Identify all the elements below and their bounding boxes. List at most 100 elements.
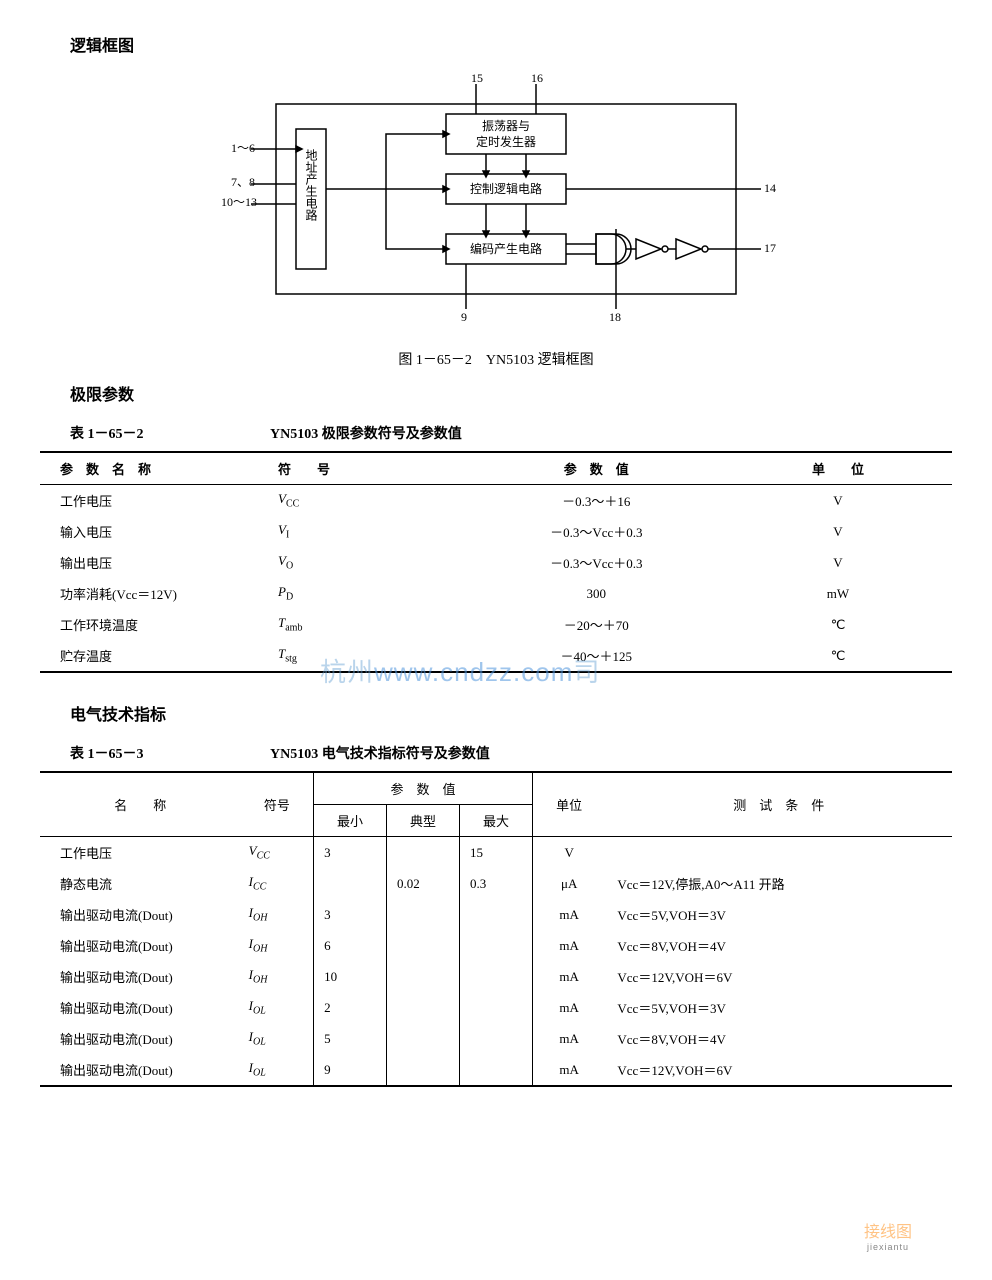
cell-typ bbox=[387, 992, 460, 1023]
cell-val: －0.3～Vcc＋0.3 bbox=[469, 516, 724, 547]
cell-unit: mW bbox=[724, 578, 952, 609]
cell-sym: IOH bbox=[241, 930, 314, 961]
cell-cond: Vcc＝12V,VOH＝6V bbox=[605, 961, 952, 992]
limits-table: 参 数 名 称 符 号 参 数 值 单 位 工作电压VCC－0.3～＋16V输入… bbox=[40, 451, 952, 673]
cell-val: －0.3～＋16 bbox=[469, 485, 724, 517]
cell-cond: Vcc＝5V,VOH＝3V bbox=[605, 992, 952, 1023]
table1-heading: 表 1－65－2 YN5103 极限参数符号及参数值 bbox=[40, 423, 952, 443]
cell-min: 9 bbox=[314, 1054, 387, 1086]
cell-name: 工作电压 bbox=[40, 837, 241, 869]
table2-heading: 表 1－65－3 YN5103 电气技术指标符号及参数值 bbox=[40, 743, 952, 763]
cell-unit: V bbox=[724, 516, 952, 547]
section-title-limits: 极限参数 bbox=[70, 381, 952, 405]
cell-min: 5 bbox=[314, 1023, 387, 1054]
section-title-electrical: 电气技术指标 bbox=[70, 701, 952, 725]
t2-h-min: 最小 bbox=[314, 805, 387, 837]
pin-14: 14 bbox=[764, 181, 776, 195]
logic-block-diagram: 1～6 7、8 10～13 15 16 14 17 9 18 地址产生电路 振荡… bbox=[40, 74, 952, 329]
t2-h-name: 名 称 bbox=[40, 772, 241, 837]
cell-typ bbox=[387, 961, 460, 992]
cell-sym: IOH bbox=[241, 961, 314, 992]
cell-name: 输出电压 bbox=[40, 547, 268, 578]
table-row: 输出驱动电流(Dout)IOL9mAVcc＝12V,VOH＝6V bbox=[40, 1054, 952, 1086]
watermark-corner: 接线图 jiexiantu bbox=[864, 1218, 912, 1252]
cell-name: 功率消耗(Vcc＝12V) bbox=[40, 578, 268, 609]
t1-h-name: 参 数 名 称 bbox=[40, 452, 268, 485]
cell-cond: Vcc＝8V,VOH＝4V bbox=[605, 1023, 952, 1054]
cell-name: 输出驱动电流(Dout) bbox=[40, 992, 241, 1023]
cell-name: 贮存温度 bbox=[40, 640, 268, 672]
cell-unit: mA bbox=[532, 930, 605, 961]
t1-h-sym: 符 号 bbox=[268, 452, 469, 485]
cell-sym: IOL bbox=[241, 1054, 314, 1086]
t2-h-unit: 单位 bbox=[532, 772, 605, 837]
cell-name: 输出驱动电流(Dout) bbox=[40, 930, 241, 961]
block-osc-1: 振荡器与 bbox=[482, 119, 530, 133]
cell-max bbox=[459, 1054, 532, 1086]
cell-min: 3 bbox=[314, 899, 387, 930]
cell-unit: mA bbox=[532, 1023, 605, 1054]
t2-h-sym: 符号 bbox=[241, 772, 314, 837]
table-row: 工作环境温度Tamb－20～＋70℃ bbox=[40, 609, 952, 640]
cell-min: 3 bbox=[314, 837, 387, 869]
cell-cond: Vcc＝5V,VOH＝3V bbox=[605, 899, 952, 930]
table-row: 静态电流ICC0.020.3μAVcc＝12V,停振,A0～A11 开路 bbox=[40, 868, 952, 899]
section-title-logic: 逻辑框图 bbox=[70, 32, 952, 56]
pin-7-8: 7、8 bbox=[231, 175, 255, 189]
table2-title: YN5103 电气技术指标符号及参数值 bbox=[270, 743, 952, 763]
cell-unit: mA bbox=[532, 992, 605, 1023]
table-row: 输出电压VO－0.3～Vcc＋0.3V bbox=[40, 547, 952, 578]
cell-sym: VCC bbox=[268, 485, 469, 517]
cell-sym: IOL bbox=[241, 1023, 314, 1054]
table1-number: 表 1－65－2 bbox=[70, 423, 270, 443]
cell-unit: mA bbox=[532, 899, 605, 930]
cell-name: 工作环境温度 bbox=[40, 609, 268, 640]
cell-val: －0.3～Vcc＋0.3 bbox=[469, 547, 724, 578]
table-row: 输出驱动电流(Dout)IOH10mAVcc＝12V,VOH＝6V bbox=[40, 961, 952, 992]
t1-h-val: 参 数 值 bbox=[469, 452, 724, 485]
t2-h-valgroup: 参 数 值 bbox=[314, 772, 533, 805]
cell-cond: Vcc＝8V,VOH＝4V bbox=[605, 930, 952, 961]
block-osc-2: 定时发生器 bbox=[476, 134, 536, 149]
cell-val: －40～＋125 bbox=[469, 640, 724, 672]
cell-sym: IOL bbox=[241, 992, 314, 1023]
cell-typ: 0.02 bbox=[387, 868, 460, 899]
table-row: 工作电压VCC－0.3～＋16V bbox=[40, 485, 952, 517]
cell-sym: ICC bbox=[241, 868, 314, 899]
table-row: 功率消耗(Vcc＝12V)PD300mW bbox=[40, 578, 952, 609]
cell-sym: Tamb bbox=[268, 609, 469, 640]
cell-max: 15 bbox=[459, 837, 532, 869]
pin-1-6: 1～6 bbox=[231, 141, 255, 155]
block-ctrl: 控制逻辑电路 bbox=[470, 181, 542, 196]
cell-max bbox=[459, 1023, 532, 1054]
cell-max bbox=[459, 899, 532, 930]
cell-max bbox=[459, 930, 532, 961]
cell-unit: mA bbox=[532, 961, 605, 992]
diagram-caption: 图 1－65－2 YN5103 逻辑框图 bbox=[40, 349, 952, 369]
cell-min: 6 bbox=[314, 930, 387, 961]
cell-unit: V bbox=[724, 547, 952, 578]
cell-unit: mA bbox=[532, 1054, 605, 1086]
table-row: 输出驱动电流(Dout)IOL5mAVcc＝8V,VOH＝4V bbox=[40, 1023, 952, 1054]
cell-typ bbox=[387, 837, 460, 869]
cell-name: 输出驱动电流(Dout) bbox=[40, 961, 241, 992]
table-row: 输出驱动电流(Dout)IOH6 mAVcc＝8V,VOH＝4V bbox=[40, 930, 952, 961]
cell-val: －20～＋70 bbox=[469, 609, 724, 640]
cell-sym: Tstg bbox=[268, 640, 469, 672]
table-row: 输出驱动电流(Dout)IOH3mAVcc＝5V,VOH＝3V bbox=[40, 899, 952, 930]
cell-name: 输入电压 bbox=[40, 516, 268, 547]
t1-h-unit: 单 位 bbox=[724, 452, 952, 485]
table-row: 输出驱动电流(Dout)IOL2mAVcc＝5V,VOH＝3V bbox=[40, 992, 952, 1023]
block-enc: 编码产生电路 bbox=[470, 241, 542, 256]
cell-typ bbox=[387, 899, 460, 930]
cell-min bbox=[314, 868, 387, 899]
cell-cond: Vcc＝12V,停振,A0～A11 开路 bbox=[605, 868, 952, 899]
cell-max bbox=[459, 961, 532, 992]
cell-sym: VCC bbox=[241, 837, 314, 869]
cell-sym: VI bbox=[268, 516, 469, 547]
cell-sym: VO bbox=[268, 547, 469, 578]
cell-unit: μA bbox=[532, 868, 605, 899]
table-row: 输入电压VI－0.3～Vcc＋0.3V bbox=[40, 516, 952, 547]
cell-sym: PD bbox=[268, 578, 469, 609]
cell-max bbox=[459, 992, 532, 1023]
